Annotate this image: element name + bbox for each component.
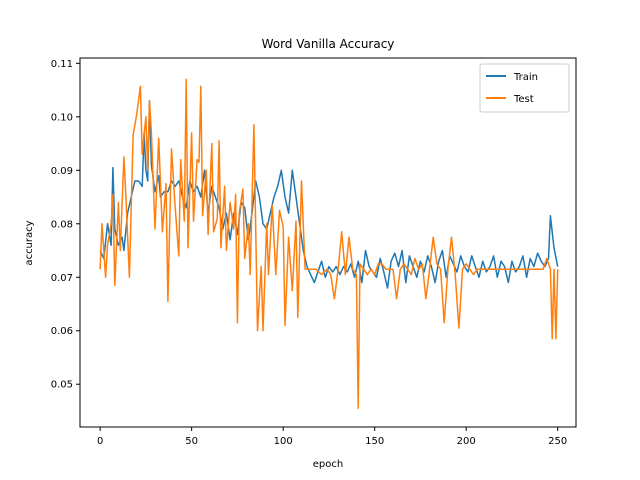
x-axis-title: epoch [313,459,343,470]
y-tick-label: 0.07 [51,273,73,284]
x-axis-ticks: 0 50 100 150 200 250 [97,427,567,447]
series-line-train [99,100,559,289]
series-line-test [99,78,559,410]
x-tick-label: 250 [548,436,567,447]
y-tick-label: 0.08 [51,219,73,230]
series-layer [99,78,559,410]
x-tick-label: 50 [185,436,198,447]
y-tick-label: 0.06 [51,326,73,337]
y-tick-label: 0.11 [51,59,73,70]
chart-title: Word Vanilla Accuracy [262,37,395,51]
legend-label-test: Test [513,94,534,105]
x-tick-label: 100 [274,436,293,447]
y-tick-label: 0.09 [51,166,73,177]
plot-frame [79,57,577,428]
y-axis-ticks: 0.05 0.06 0.07 0.08 0.09 0.10 0.11 [51,59,80,391]
x-tick-label: 150 [365,436,384,447]
legend: Train Test [479,63,570,113]
y-tick-label: 0.10 [51,112,73,123]
y-axis-title: accuracy [24,220,35,265]
x-tick-label: 0 [97,436,103,447]
x-tick-label: 200 [457,436,476,447]
legend-label-train: Train [513,72,538,83]
y-tick-label: 0.05 [51,380,73,391]
